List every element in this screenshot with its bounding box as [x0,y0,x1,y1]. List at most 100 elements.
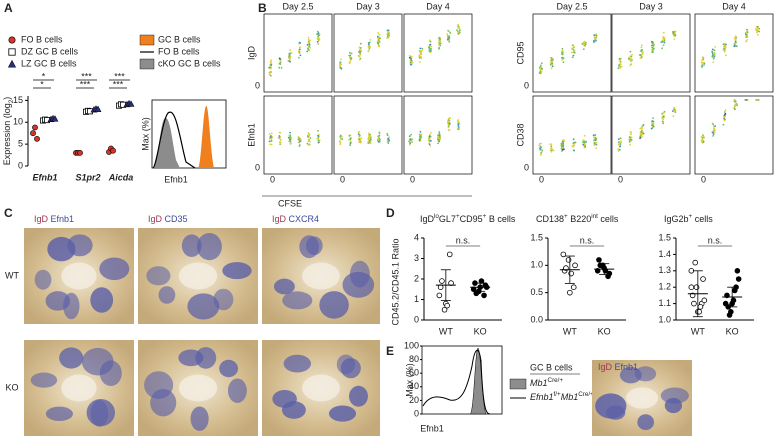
event-dot [410,133,412,136]
event-dot [386,134,389,137]
event-dot [713,131,716,134]
text-part: ) [2,97,12,100]
legend-label: DZ GC B cells [21,46,79,56]
event-dot [583,141,586,144]
event-dot [409,63,412,66]
event-dot [641,127,643,130]
x-tick-label: S1pr2 [75,172,100,182]
event-dot [570,51,573,54]
event-dot [317,35,319,38]
event-dot [317,42,319,45]
event-dot [289,138,291,141]
event-dot [348,54,351,57]
event-dot [340,138,342,141]
event-dot [561,47,564,50]
follicle [45,406,73,422]
event-dot [428,143,431,146]
follicle [86,398,116,427]
event-dot [278,135,281,137]
event-dot [628,139,631,141]
event-dot [735,103,737,105]
legend-label: cKO GC B cells [158,58,221,68]
event-dot [562,139,564,142]
dot [481,292,487,299]
event-dot [349,141,352,144]
event-dot [640,132,642,135]
event-dot [298,48,301,51]
event-dot [288,140,291,143]
event-dot [420,136,423,139]
event-dot [746,32,748,35]
event-dot [418,137,421,140]
event-dot [572,138,575,141]
event-dot [641,135,643,138]
event-dot [758,27,761,30]
event-dot [359,50,361,52]
dot [701,297,708,304]
legend-swatch [509,378,527,390]
event-dot [572,48,574,51]
event-dot [448,36,451,39]
y-tick-label: 1.0 [658,314,671,324]
event-dot [583,145,586,147]
event-dot [430,132,432,134]
event-dot [307,38,310,41]
event-dot [573,50,575,52]
event-dot [269,66,272,69]
event-dot [411,55,413,58]
dot [444,302,450,309]
event-dot [456,29,458,31]
event-dot [368,137,371,140]
follicle [187,293,220,320]
event-dot [367,43,370,46]
y-tick-label: 0 [524,162,529,172]
event-dot [279,141,282,144]
event-dot [673,107,676,109]
text-part: GL7 [439,214,456,224]
significance-label: n.s. [456,235,471,245]
event-dot [297,51,300,53]
text-part: Cre/+ [548,377,564,384]
event-dot [438,139,441,141]
histogram-curve [422,349,491,415]
significance-label: n.s. [580,235,595,245]
event-dot [746,36,749,38]
event-dot [712,131,714,134]
dot [439,278,445,284]
follicle [305,236,323,256]
event-dot [378,33,381,36]
event-dot [650,40,653,43]
event-dot [755,29,758,32]
event-dot [350,57,353,60]
dot [127,100,135,107]
event-dot [724,42,726,45]
event-dot [617,67,620,70]
event-dot [619,61,622,64]
text-part: CD95 [460,214,483,224]
event-dot [650,127,653,130]
y-axis-label: Efnb1 [246,123,256,147]
event-dot [629,59,632,61]
event-dot [358,55,361,58]
event-dot [662,36,665,39]
event-dot [701,62,704,65]
event-dot [734,38,737,41]
dot [692,259,699,266]
event-dot [746,34,748,37]
text-part: B220 [568,214,592,224]
event-dot [574,141,577,144]
y-tick-label: 80 [409,354,419,364]
event-dot [725,54,727,57]
event-dot [550,67,553,69]
follicle [283,354,311,373]
event-dot [270,61,272,64]
y-tick-label: 1 [414,294,419,304]
event-dot [279,62,281,65]
column-header: Day 2.5 [282,1,313,11]
event-dot [630,133,632,136]
event-dot [628,141,631,143]
event-dot [419,55,422,58]
event-dot [448,34,451,37]
text-part: f/+ [554,391,561,398]
y-tick-label: 10 [13,117,23,127]
